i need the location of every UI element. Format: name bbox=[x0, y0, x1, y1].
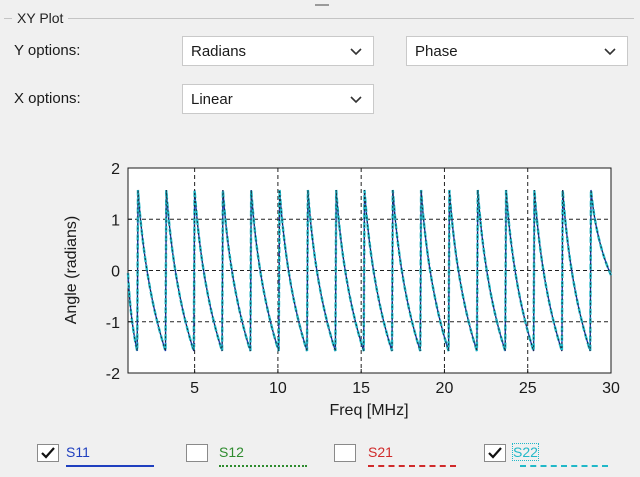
s21-checkbox[interactable] bbox=[334, 444, 356, 462]
x-tick-label: 10 bbox=[269, 380, 287, 397]
y-unit-select[interactable]: Radians bbox=[182, 36, 374, 66]
y-axis-label: Angle (radians) bbox=[63, 216, 80, 325]
xy-plot-chart: 5 10 15 20 25 30 -2 -1 0 1 2 Angle (radians) Freq … bbox=[63, 161, 620, 419]
y-unit-select-value: Radians bbox=[191, 42, 247, 60]
x-tick-label: 25 bbox=[519, 380, 537, 397]
s22-legend-line bbox=[520, 465, 608, 467]
s11-legend-label: S11 bbox=[66, 444, 90, 460]
s12-legend-label: S12 bbox=[219, 444, 244, 460]
check-icon bbox=[41, 447, 55, 459]
x-scale-select-value: Linear bbox=[191, 90, 233, 108]
y-tick-label: -2 bbox=[106, 366, 120, 383]
s21-legend-label: S21 bbox=[368, 444, 393, 460]
series-overlay-trace bbox=[127, 189, 612, 352]
y-quantity-select-value: Phase bbox=[415, 42, 458, 60]
y-options-label: Y options: bbox=[14, 42, 81, 59]
s21-legend-line bbox=[368, 465, 456, 467]
check-icon bbox=[488, 447, 502, 459]
s12-legend-line bbox=[219, 465, 307, 467]
y-tick-label: -1 bbox=[106, 315, 120, 332]
x-tick-label: 30 bbox=[602, 380, 620, 397]
s11-legend-line bbox=[66, 465, 154, 467]
panel-resize-grip[interactable] bbox=[315, 4, 329, 6]
chevron-down-icon bbox=[604, 48, 616, 56]
xy-plot-group bbox=[4, 18, 634, 471]
chevron-down-icon bbox=[350, 96, 362, 104]
chevron-down-icon bbox=[350, 48, 362, 56]
y-tick-label: 2 bbox=[111, 161, 120, 178]
x-scale-select[interactable]: Linear bbox=[182, 84, 374, 114]
s22-legend-label[interactable]: S22 bbox=[512, 443, 539, 461]
x-options-label: X options: bbox=[14, 90, 81, 107]
s12-checkbox[interactable] bbox=[186, 444, 208, 462]
x-axis-label: Freq [MHz] bbox=[329, 402, 408, 419]
y-tick-label: 1 bbox=[111, 212, 120, 229]
x-tick-label: 15 bbox=[352, 380, 370, 397]
y-tick-label: 0 bbox=[111, 264, 120, 281]
x-tick-label: 20 bbox=[436, 380, 454, 397]
group-title: XY Plot bbox=[12, 10, 69, 26]
y-quantity-select[interactable]: Phase bbox=[406, 36, 628, 66]
x-tick-label: 5 bbox=[190, 380, 199, 397]
s22-checkbox[interactable] bbox=[484, 444, 506, 462]
s11-checkbox[interactable] bbox=[37, 444, 59, 462]
